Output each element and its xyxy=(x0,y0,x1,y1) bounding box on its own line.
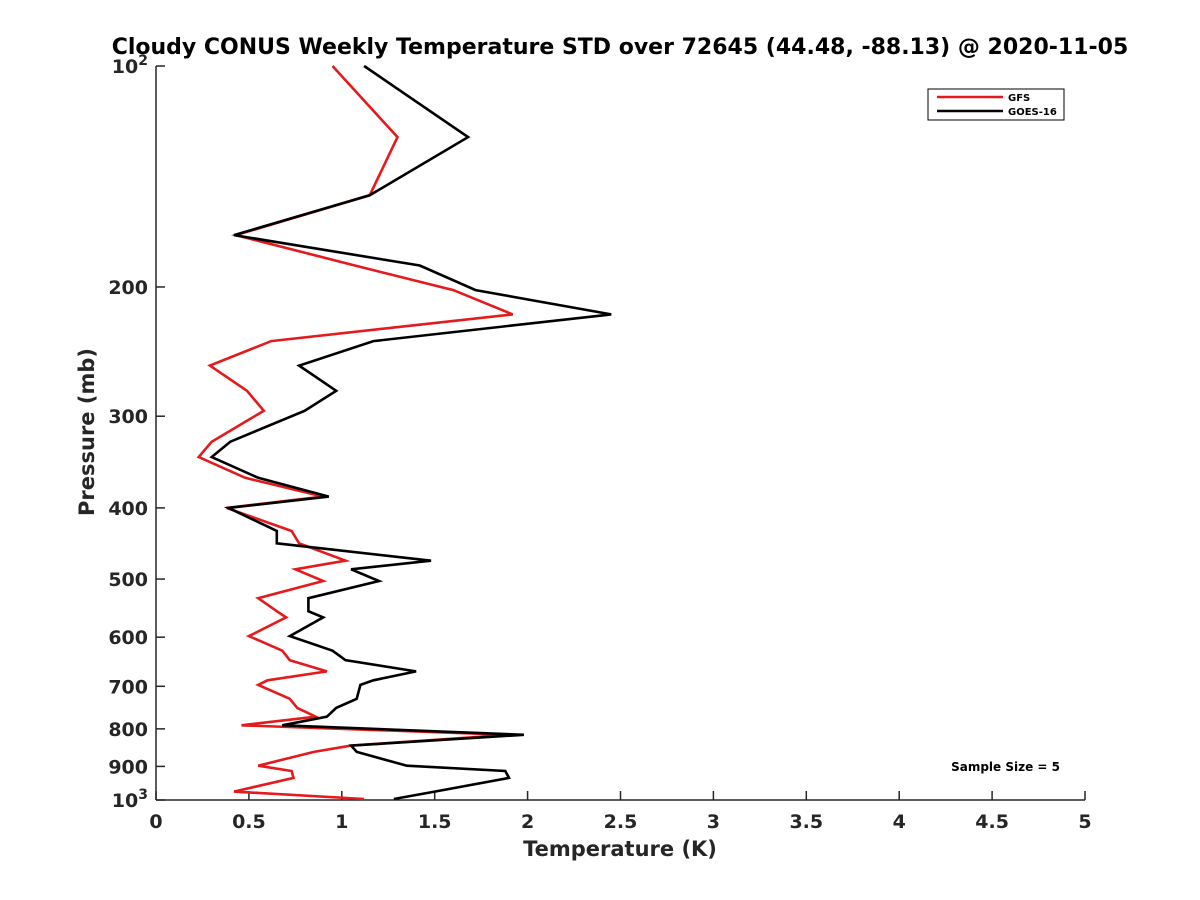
y-axis-ticks: 102 200 300 400 500 600 700 800 900 103 xyxy=(108,53,165,812)
chart-title: Cloudy CONUS Weekly Temperature STD over… xyxy=(112,35,1129,60)
series-layer xyxy=(196,64,612,801)
y-tick-label: 500 xyxy=(108,569,148,591)
x-tick-label: 0.5 xyxy=(232,811,266,833)
x-tick-label: 0 xyxy=(149,811,162,833)
plot-frame xyxy=(155,66,1085,801)
legend-box xyxy=(927,88,1065,121)
series-line-gfs xyxy=(196,65,514,801)
y-tick-label: 300 xyxy=(108,406,148,428)
series-line-goes-16 xyxy=(209,64,612,801)
x-tick-label: 4 xyxy=(893,811,906,833)
y-tick-label: 102 xyxy=(112,53,148,78)
x-tick-label: 1.5 xyxy=(418,811,452,833)
y-axis-label: Pressure (mb) xyxy=(75,348,99,516)
x-tick-label: 3 xyxy=(707,811,720,833)
y-tick-label: 900 xyxy=(108,756,148,778)
y-tick-label: 700 xyxy=(108,676,148,698)
y-tick-label: 103 xyxy=(112,787,148,812)
x-axis-ticks: 0 0.5 1 1.5 2 2.5 3 3.5 4 4.5 5 xyxy=(149,791,1092,833)
x-tick-label: 3.5 xyxy=(789,811,823,833)
x-tick-label: 4.5 xyxy=(975,811,1009,833)
x-tick-label: 2.5 xyxy=(604,811,638,833)
y-tick-label: 600 xyxy=(108,627,148,649)
y-tick-label: 400 xyxy=(108,498,148,520)
x-tick-label: 1 xyxy=(335,811,348,833)
x-axis-label: Temperature (K) xyxy=(523,837,717,861)
legend: GFS GOES-16 xyxy=(927,88,1065,121)
x-tick-label: 5 xyxy=(1078,811,1091,833)
x-tick-label: 2 xyxy=(521,811,534,833)
y-tick-label: 200 xyxy=(108,277,148,299)
sample-size-annotation: Sample Size = 5 xyxy=(951,760,1060,774)
legend-gfs-label: GFS xyxy=(1008,93,1030,104)
y-tick-label: 800 xyxy=(108,719,148,741)
legend-goes16-label: GOES-16 xyxy=(1008,107,1057,118)
